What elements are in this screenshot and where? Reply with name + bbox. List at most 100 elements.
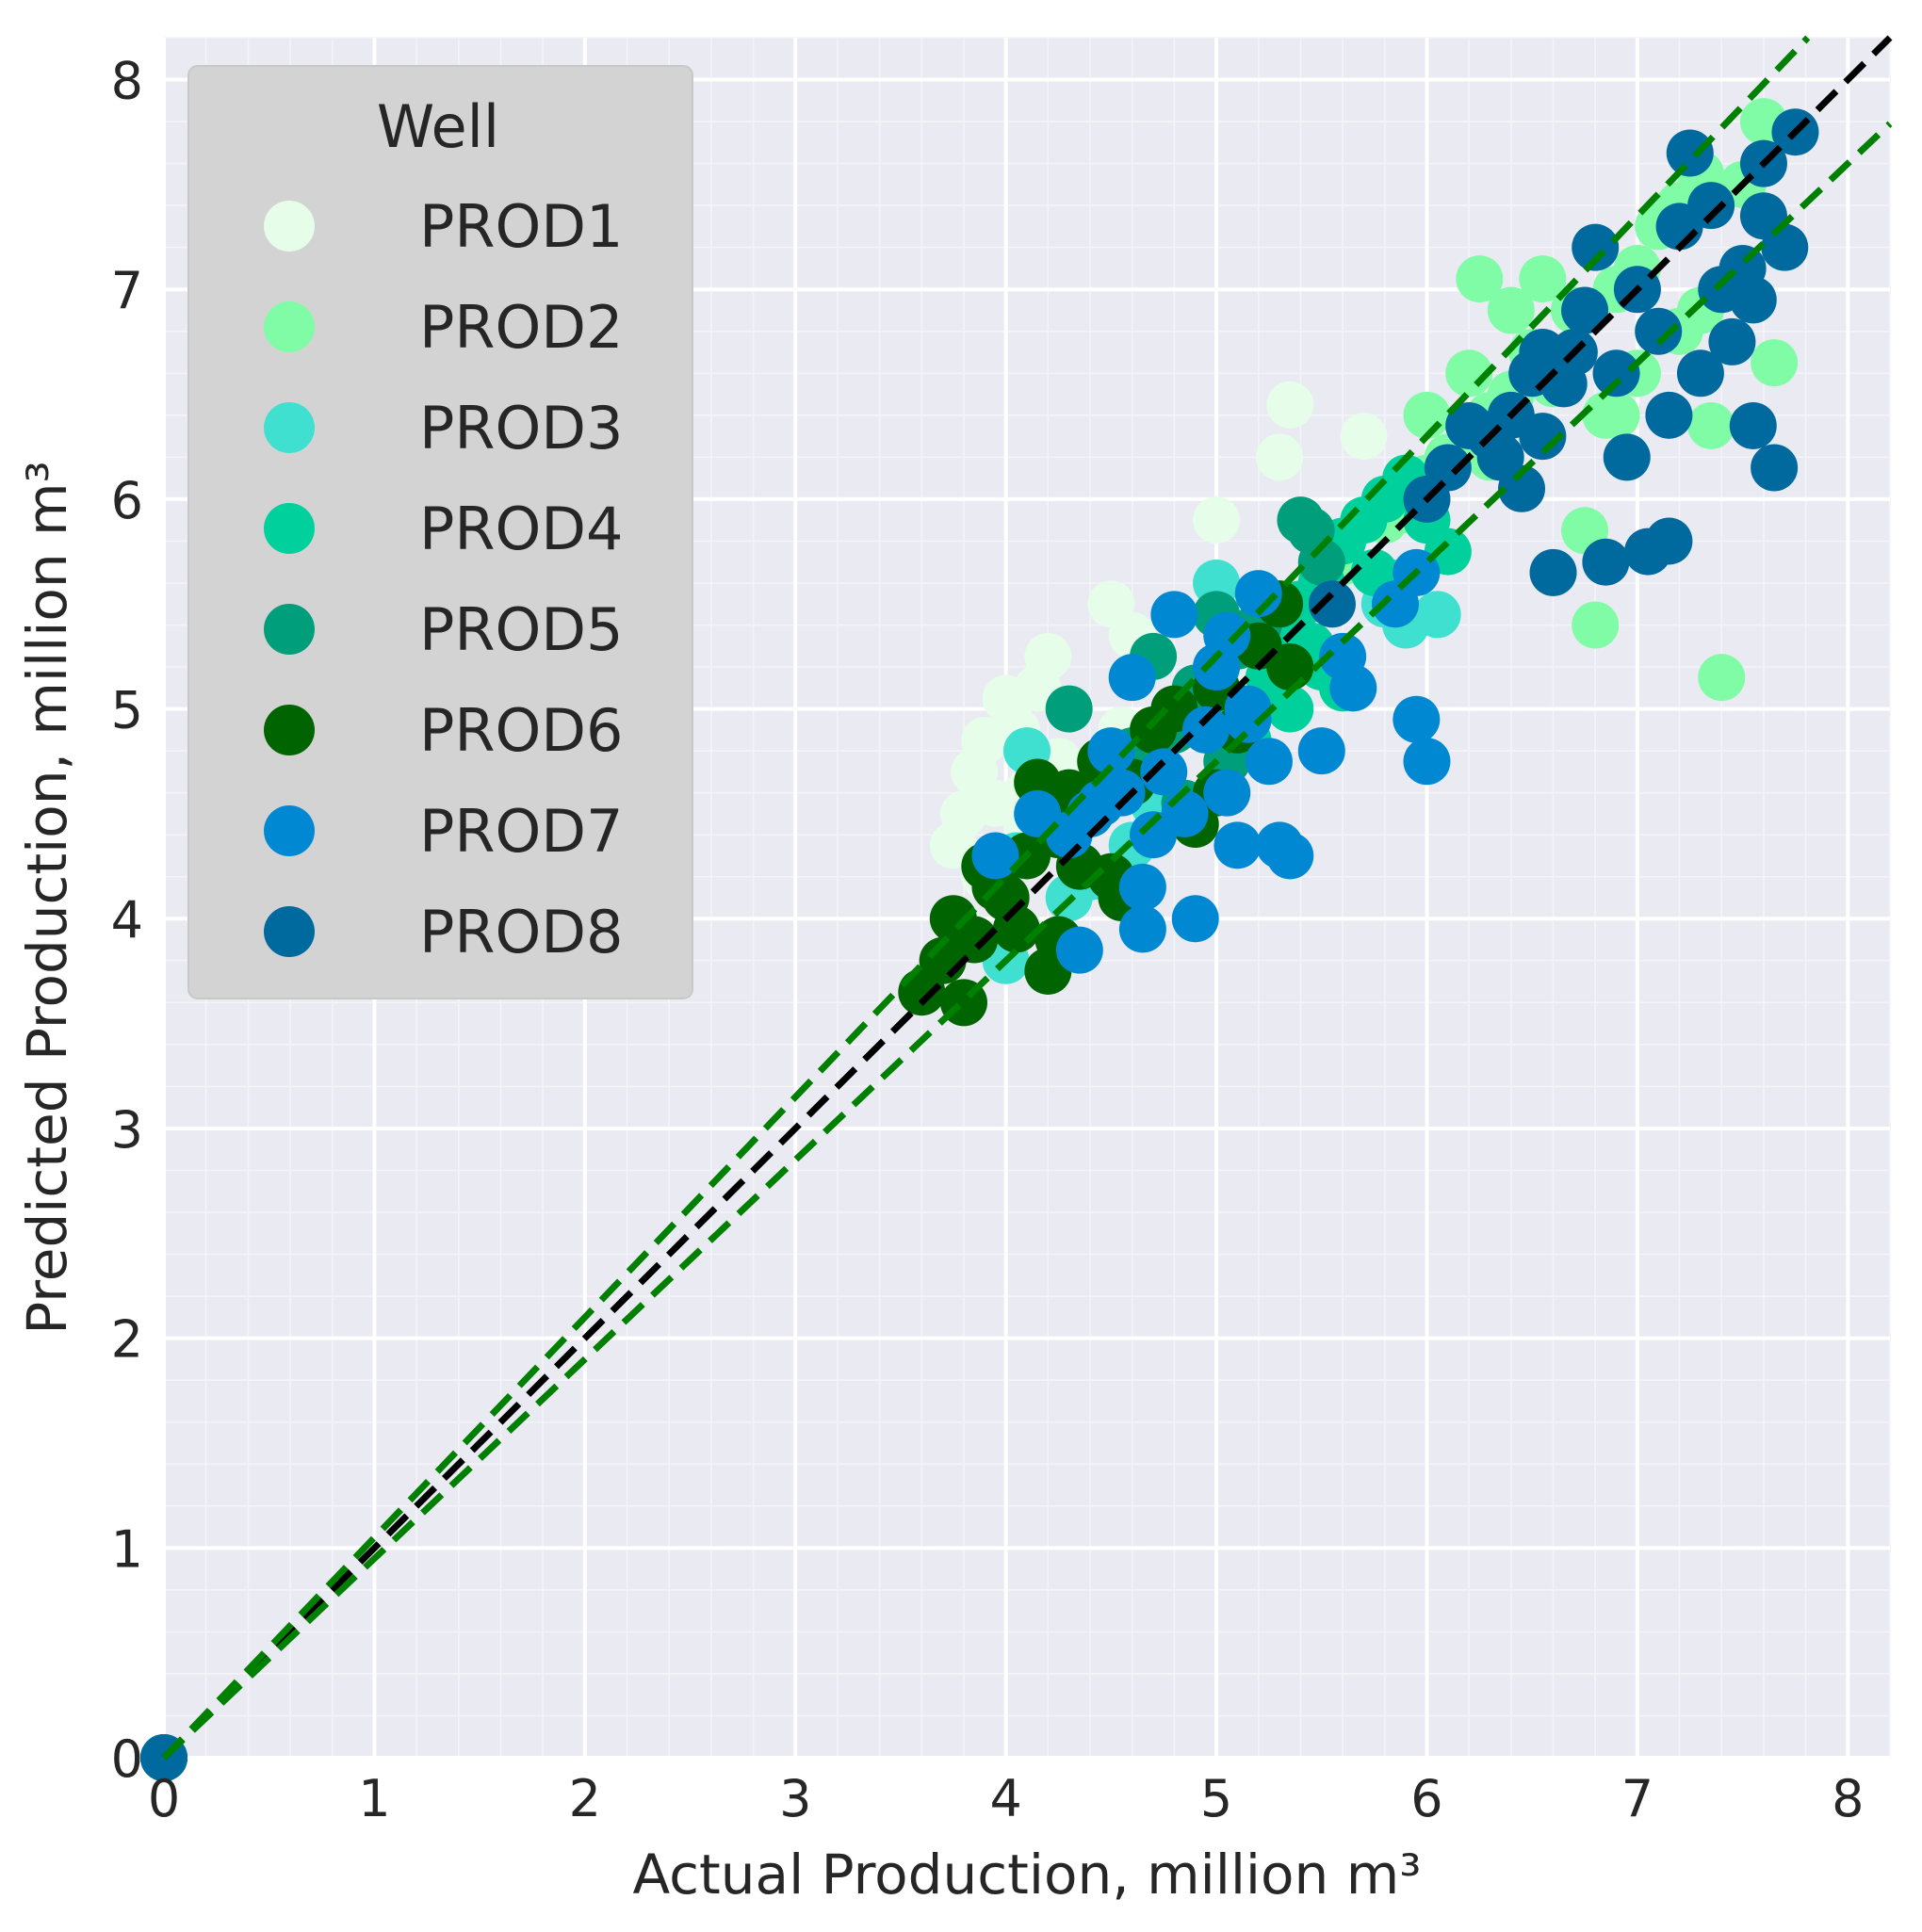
data-point [1077,779,1125,827]
legend-items: PROD1 PROD2 PROD3 PROD4 PROD5 PROD6 PROD7 PROD8 [264,192,623,966]
data-point [1266,381,1314,429]
legend: Well PROD1 PROD2 PROD3 PROD4 PROD5 PROD6 PROD7… [187,65,693,999]
data-point [971,779,1019,827]
data-point [1087,727,1135,775]
x-axis-ticks: 0 1 2 3 4 5 6 7 8 [148,1769,1865,1828]
data-point [1572,223,1620,271]
series-prod7 [140,548,1451,1781]
y-axis-label: Predicted Production, million m³ [15,461,79,1335]
legend-label: PROD1 [419,192,623,261]
y-tick-label: 3 [111,1100,143,1160]
y-tick-label: 6 [111,471,143,530]
legend-item-prod1: PROD1 [264,192,623,261]
y-axis-ticks: 0 1 2 3 4 5 6 7 8 [111,52,143,1789]
x-tick-label: 6 [1410,1769,1442,1828]
data-point [1181,706,1230,754]
data-point [1045,685,1093,733]
data-point [1729,276,1777,324]
data-point [1055,926,1103,974]
y-tick-label: 8 [111,52,143,111]
legend-marker [264,705,315,755]
data-point [1424,444,1472,492]
x-tick-label: 7 [1621,1769,1653,1828]
data-point [1592,349,1640,398]
data-point [1635,307,1683,355]
data-point [1403,738,1451,786]
data-point [1445,349,1493,398]
data-point [1118,863,1166,911]
legend-label: PROD6 [419,696,623,765]
lower-bound-line [161,121,1893,1761]
legend-label: PROD3 [419,394,623,463]
data-point [1572,601,1620,649]
legend-item-prod3: PROD3 [264,394,623,463]
data-point [1708,317,1756,365]
data-point [1308,580,1356,628]
legend-label: PROD8 [419,898,623,966]
x-tick-label: 5 [1200,1769,1232,1828]
data-point [1739,192,1787,240]
legend-item-prod7: PROD7 [264,797,623,866]
data-point [1234,570,1282,618]
x-tick-label: 3 [779,1769,811,1828]
data-point [1487,286,1535,334]
y-tick-label: 2 [111,1310,143,1370]
x-tick-label: 0 [148,1769,180,1828]
legend-item-prod2: PROD2 [264,293,623,362]
data-points [140,98,1819,1781]
legend-item-prod5: PROD5 [264,595,623,664]
y-tick-label: 4 [111,890,143,950]
data-point [1340,413,1388,461]
x-tick-label: 8 [1832,1769,1864,1828]
y-tick-label: 1 [111,1519,143,1579]
x-tick-label: 2 [569,1769,601,1828]
data-point [1751,339,1799,387]
upper-bound-line [161,35,1811,1761]
data-point [1161,789,1209,837]
data-point [1592,391,1640,439]
x-tick-label: 1 [358,1769,390,1828]
data-point [1498,464,1546,512]
legend-box [187,65,693,999]
y-tick-label: 5 [111,681,143,740]
data-point [1150,591,1198,639]
legend-item-prod4: PROD4 [264,495,623,563]
data-point [1245,738,1293,786]
legend-label: PROD2 [419,293,623,362]
legend-item-prod8: PROD8 [264,898,623,966]
data-point [1698,654,1746,702]
data-point [1413,591,1461,639]
legend-item-prod6: PROD6 [264,696,623,765]
data-point [1266,832,1314,880]
data-point [1519,413,1567,461]
data-point [1203,611,1251,659]
data-point [1666,129,1714,177]
data-point [1645,391,1693,439]
data-point [1171,895,1219,943]
data-point [1024,632,1072,680]
data-point [1676,349,1724,398]
data-point [1140,748,1188,796]
data-point [1561,286,1609,334]
data-point [1329,664,1377,712]
legend-marker [264,503,315,554]
legend-label: PROD7 [419,797,623,866]
data-point [1582,538,1630,586]
data-point [951,916,999,964]
data-point [1687,182,1735,230]
data-point [1108,654,1156,702]
data-point [1393,695,1441,743]
data-point [1519,255,1567,303]
data-point [1213,821,1262,869]
legend-marker [264,604,315,655]
data-point [1603,433,1651,481]
legend-marker [264,201,315,252]
data-point [1224,695,1272,743]
data-point [1751,444,1799,492]
x-tick-label: 4 [989,1769,1021,1828]
legend-label: PROD5 [419,595,623,664]
data-point [1118,905,1166,953]
identity-line [161,35,1893,1761]
legend-marker [264,301,315,352]
